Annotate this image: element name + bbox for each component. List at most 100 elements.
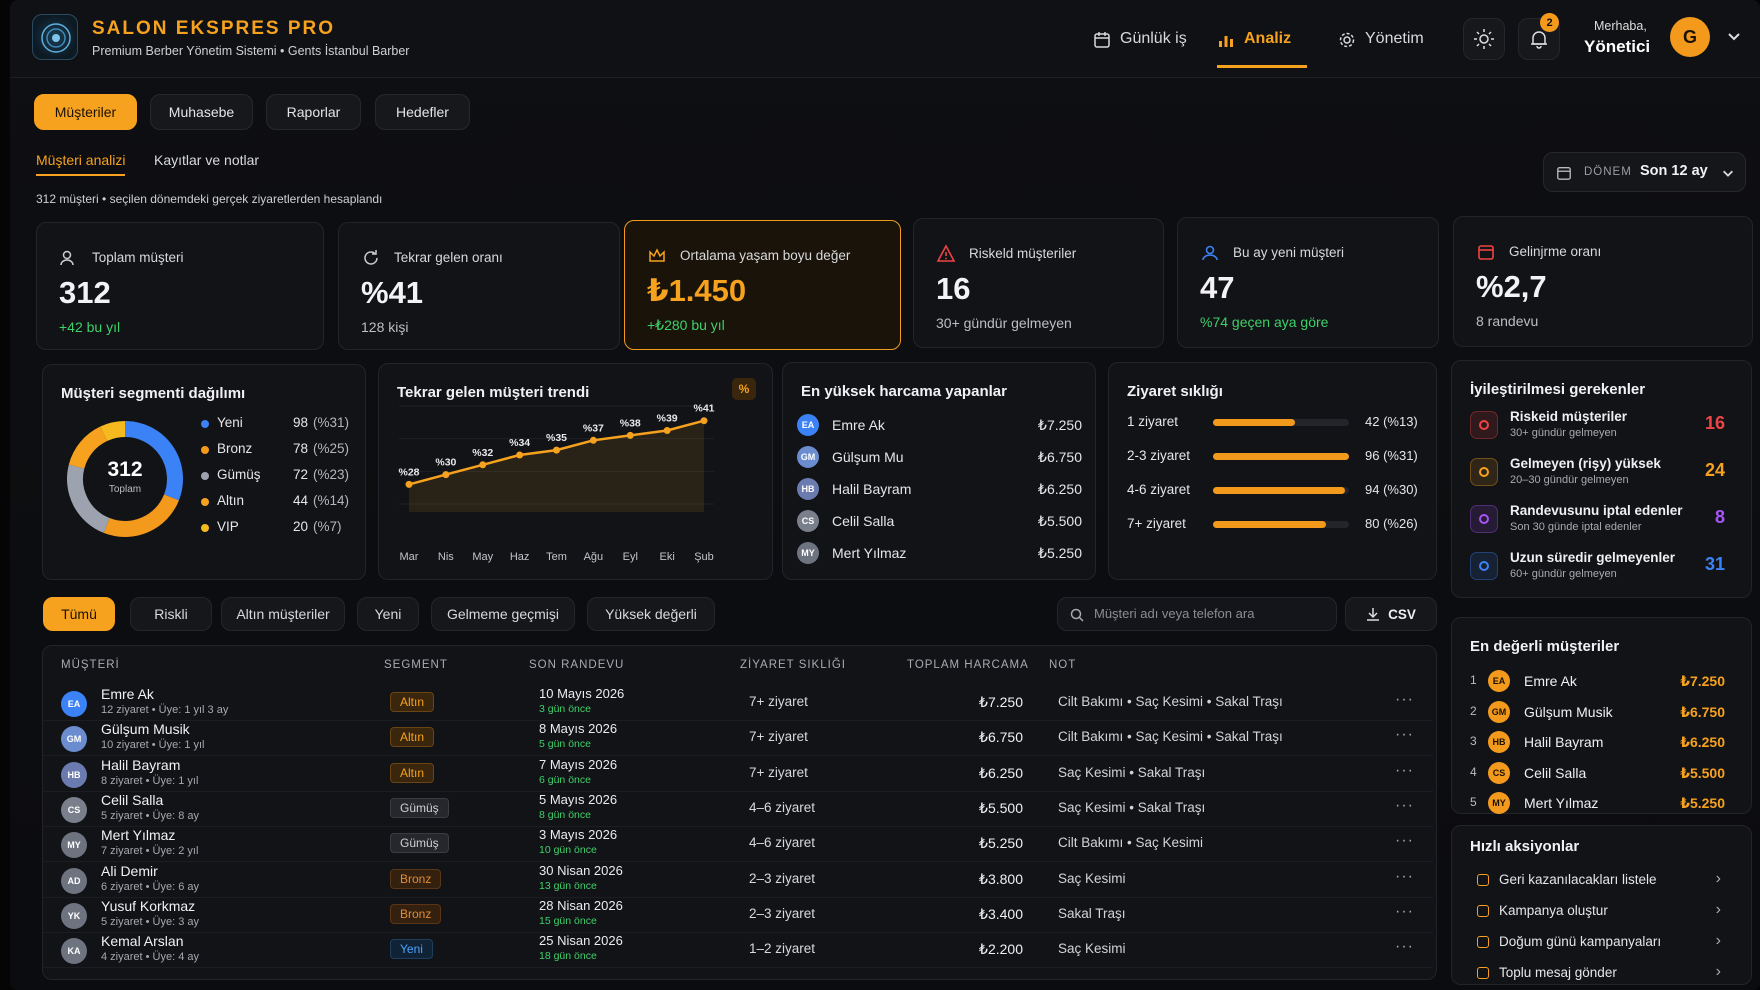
tab-hedefler[interactable]: Hedefler — [375, 94, 470, 130]
calendar-icon — [1094, 32, 1110, 48]
theme-toggle-button[interactable] — [1463, 18, 1505, 60]
csv-export-button[interactable]: CSV — [1345, 597, 1437, 631]
customer-meta: 6 ziyaret • Üye: 6 ay — [101, 880, 200, 893]
segment-distribution-card: Müşteri segmenti dağılımı 312 Toplam Yen… — [42, 364, 366, 580]
table-row[interactable]: GM Gülşum Musik 10 ziyaret • Üye: 1 yıl Alt… — [43, 721, 1433, 757]
customer-name[interactable]: Kemal Arslan — [101, 933, 184, 950]
search-input[interactable] — [1094, 606, 1324, 621]
tab-muhasebe[interactable]: Muhasebe — [150, 94, 253, 130]
visit-frequency: 4–6 ziyaret — [749, 799, 816, 815]
customer-name[interactable]: Ali Demir — [101, 862, 158, 879]
customer-name[interactable]: Celil Salla — [101, 791, 164, 808]
nav-yonetim[interactable]: Yönetim — [1338, 22, 1424, 68]
customer-name: Halil Bayram — [1524, 734, 1604, 750]
frequency-label: 2-3 ziyaret — [1127, 448, 1191, 463]
quick-action-item[interactable]: Toplu mesaj gönder › — [1477, 963, 1727, 987]
improvement-item[interactable]: Gelmeyen (rişy) yüksek 20–30 gündür gelme… — [1470, 454, 1725, 496]
col-header-not[interactable]: NOT — [1049, 659, 1077, 671]
quick-action-item[interactable]: Kampanya oluştur › — [1477, 901, 1727, 925]
last-appointment-ago: 6 gün önce — [539, 773, 591, 786]
table-row[interactable]: HB Halil Bayram 8 ziyaret • Üye: 1 yıl Altı… — [43, 757, 1433, 792]
trend-point[interactable] — [479, 461, 487, 469]
frequency-bar-track — [1213, 487, 1349, 494]
kpi-yasam-boyu-deger: Ortalama yaşam boyu değer ₺1.450 +₺280 b… — [624, 220, 901, 350]
table-row[interactable]: AD Ali Demir 6 ziyaret • Üye: 6 ay Bronz 30 … — [43, 863, 1433, 898]
trend-data-label: %39 — [657, 413, 678, 425]
customer-name[interactable]: Gülşum Musik — [101, 721, 190, 738]
customer-name[interactable]: Mert Yılmaz — [101, 827, 176, 844]
trend-point[interactable] — [626, 431, 634, 439]
trend-point[interactable] — [405, 480, 413, 488]
col-header-musteri[interactable]: MÜŞTERİ — [61, 659, 120, 671]
trend-point[interactable] — [589, 436, 597, 444]
quick-action-item[interactable]: Geri kazanılacakları listele › — [1477, 870, 1727, 894]
valuable-customer-row[interactable]: 2 GM Gülşum Musik ₺6.750 — [1470, 700, 1725, 725]
more-options-icon[interactable]: ··· — [1395, 691, 1414, 708]
customer-name[interactable]: Halil Bayram — [101, 756, 181, 773]
trend-point[interactable] — [700, 417, 708, 425]
kpi-riskli-musteri: Riskeld müşteriler 16 30+ gündür gelmeye… — [913, 218, 1164, 348]
quick-action-item[interactable]: Doğum günü kampanyaları › — [1477, 932, 1727, 956]
improvement-subtitle: Son 30 günde iptal edenler — [1510, 521, 1642, 533]
subtab-kayitlar[interactable]: Kayıtlar ve notlar — [154, 152, 260, 168]
valuable-customer-row[interactable]: 4 CS Celil Salla ₺5.500 — [1470, 761, 1725, 786]
improvement-item[interactable]: Randevusunu iptal edenler Son 30 günde ip… — [1470, 501, 1725, 543]
top-spender-row[interactable]: EA Emre Ak ₺7.250 — [797, 414, 1082, 438]
customer-name[interactable]: Yusuf Korkmaz — [101, 897, 196, 914]
tab-musteriler[interactable]: Müşteriler — [34, 94, 137, 130]
filter-chip[interactable]: Yeni — [357, 597, 419, 631]
table-row[interactable]: MY Mert Yılmaz 7 ziyaret • Üye: 2 yıl Gümüş… — [43, 827, 1433, 863]
customer-name[interactable]: Emre Ak — [101, 686, 154, 702]
filter-chip[interactable]: Altın müşteriler — [221, 597, 345, 631]
period-selector[interactable]: DÖNEM Son 12 ay — [1543, 152, 1746, 192]
col-header-toplam-harcama[interactable]: TOPLAM HARCAMA — [907, 659, 1029, 671]
trend-point[interactable] — [516, 451, 524, 459]
customer-amount: ₺6.250 — [1680, 734, 1725, 750]
improvement-item[interactable]: Uzun süredir gelmeyenler 60+ gündür gelme… — [1470, 548, 1725, 590]
table-row[interactable]: KA Kemal Arslan 4 ziyaret • Üye: 4 ay Yeni 2… — [43, 933, 1433, 969]
legend-dot — [201, 524, 209, 532]
trend-point[interactable] — [553, 446, 560, 454]
table-row[interactable]: YK Yusuf Korkmaz 5 ziyaret • Üye: 3 ay Bron… — [43, 898, 1433, 933]
more-options-icon[interactable]: ··· — [1395, 796, 1414, 814]
frequency-bar-track — [1213, 419, 1349, 426]
nav-analiz[interactable]: Analiz — [1217, 22, 1307, 68]
improvement-item[interactable]: Riskeid müşteriler 30+ gündür gelmeyen 16 — [1470, 407, 1725, 449]
filter-chip[interactable]: Gelmeme geçmişi — [431, 597, 575, 631]
top-spender-row[interactable]: GM Gülşum Mu ₺6.750 — [797, 446, 1082, 470]
valuable-customer-row[interactable]: 3 HB Halil Bayram ₺6.250 — [1470, 731, 1725, 755]
search-box[interactable] — [1057, 597, 1337, 631]
top-spender-row[interactable]: MY Mert Yılmaz ₺5.250 — [797, 542, 1082, 566]
user-avatar[interactable]: G — [1670, 17, 1710, 57]
trend-data-label: %30 — [435, 457, 456, 469]
top-spender-row[interactable]: CS Celil Salla ₺5.500 — [797, 510, 1082, 534]
nav-gunluk-is[interactable]: Günlük iş — [1093, 22, 1187, 68]
col-header-ziyaret-sikligi[interactable]: ZİYARET SIKLIĞI — [740, 659, 846, 671]
donut-center-value: 312 — [107, 458, 143, 481]
more-options-icon[interactable]: ··· — [1395, 832, 1414, 850]
more-options-icon[interactable]: ··· — [1395, 902, 1414, 920]
col-header-son-randevu[interactable]: SON RANDEVU — [529, 659, 625, 671]
valuable-customer-row[interactable]: 1 EA Emre Ak ₺7.250 — [1470, 670, 1725, 694]
table-row[interactable]: CS Celil Salla 5 ziyaret • Üye: 8 ay Gümüş 5… — [43, 792, 1433, 827]
tab-raporlar[interactable]: Raporlar — [266, 94, 361, 130]
more-options-icon[interactable]: ··· — [1395, 761, 1414, 779]
avatar: GM — [797, 446, 819, 468]
trend-point[interactable] — [663, 427, 671, 434]
more-options-icon[interactable]: ··· — [1395, 726, 1414, 744]
filter-chip[interactable]: Yüksek değerli — [587, 597, 715, 631]
more-options-icon[interactable]: ··· — [1395, 938, 1414, 956]
valuable-customer-row[interactable]: 5 MY Mert Yılmaz ₺5.250 — [1470, 792, 1725, 816]
trend-point[interactable] — [442, 471, 450, 479]
quick-action-label: Kampanya oluştur — [1499, 903, 1608, 918]
table-row[interactable]: EA Emre Ak 12 ziyaret • Üye: 1 yıl 3 ay Alt… — [43, 686, 1433, 721]
filter-chip[interactable]: Tümü — [43, 597, 115, 631]
chevron-down-icon[interactable] — [1726, 28, 1742, 49]
top-spender-row[interactable]: HB Halil Bayram ₺6.250 — [797, 478, 1082, 502]
legend-name: VIP — [217, 519, 239, 534]
more-options-icon[interactable]: ··· — [1395, 867, 1414, 885]
col-header-segment[interactable]: SEGMENT — [384, 659, 448, 671]
frequency-label: 4-6 ziyaret — [1127, 482, 1191, 497]
subtab-musteri-analizi[interactable]: Müşteri analizi — [36, 152, 126, 176]
filter-chip[interactable]: Riskli — [130, 597, 212, 631]
